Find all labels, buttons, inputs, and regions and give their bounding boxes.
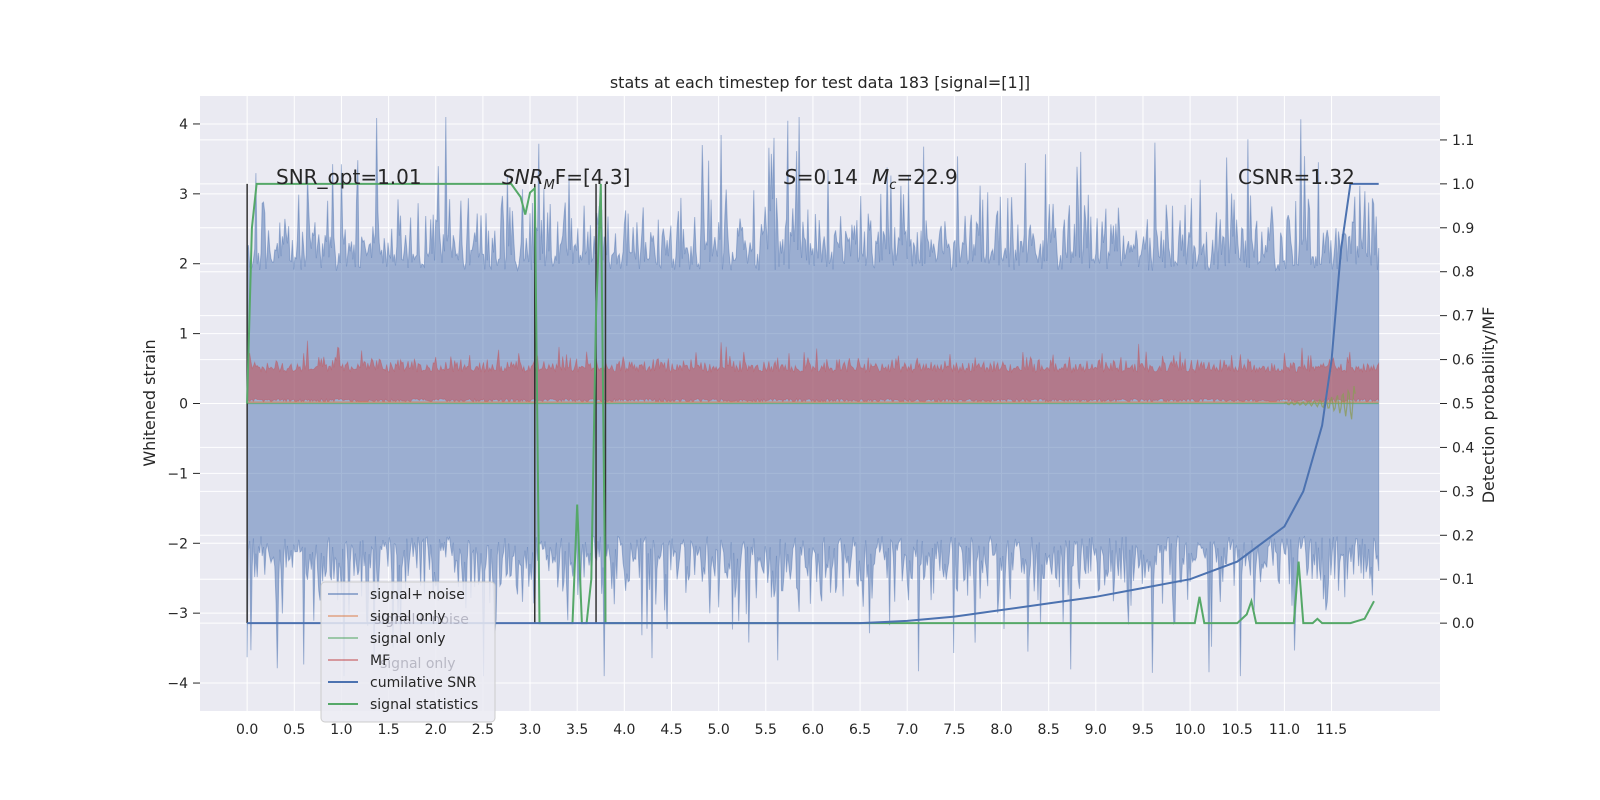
chart-title: stats at each timestep for test data 183… [610, 73, 1030, 92]
annotation-snr-mf-base: SNR [502, 165, 544, 189]
x-tick-label: 0.5 [283, 722, 305, 738]
y-axis-left: 4 3 2 1 0 −1 −2 −3 −4 [167, 117, 200, 692]
y-axis-right: 1.1 1.0 0.9 0.8 0.7 0.6 0.5 0.4 0.3 0.2 0.1 0.0 [1440, 133, 1474, 632]
x-tick-label: 9.0 [1085, 722, 1107, 738]
y-tick-label: −2 [167, 536, 188, 552]
y2-tick-label: 0.7 [1452, 309, 1474, 325]
x-tick-label: 5.5 [755, 722, 777, 738]
legend-label: cumilative SNR [370, 675, 477, 691]
legend-box [320, 581, 496, 723]
annotation-s-value: =0.14 [797, 165, 858, 189]
x-tick-label: 1.5 [377, 722, 399, 738]
legend: signal+ noise signal only signal+ noises… [320, 581, 496, 723]
x-tick-label: 2.5 [472, 722, 494, 738]
y-tick-label: 4 [179, 117, 188, 133]
x-tick-label: 11.5 [1316, 722, 1347, 738]
y2-tick-label: 0.4 [1452, 440, 1474, 456]
x-tick-label: 10.5 [1222, 722, 1253, 738]
x-tick-label: 7.5 [943, 722, 965, 738]
x-tick-label: 0.0 [236, 722, 258, 738]
legend-ghost-text-2: signal only [380, 656, 455, 672]
y-tick-label: 1 [179, 327, 188, 343]
series-cumilative-snr [247, 182, 1379, 625]
x-tick-label: 3.5 [566, 722, 588, 738]
y2-tick-label: 1.0 [1452, 177, 1474, 193]
x-tick-label: 5.0 [707, 722, 729, 738]
legend-label: signal statistics [370, 697, 478, 713]
annotation-snr-mf: SNRMF=[4.3] [502, 165, 630, 193]
annotation-snr-opt: SNR_opt=1.01 [276, 165, 422, 189]
y-axis-label: Whitened strain [140, 339, 159, 466]
y-tick-label: −1 [167, 466, 188, 482]
series-mf [246, 340, 1380, 404]
series-signal-chirp [1283, 386, 1356, 420]
y2-tick-label: 0.9 [1452, 221, 1474, 237]
annotation-snr-mf-rest: F=[4.3] [555, 165, 631, 189]
legend-label: signal only [370, 631, 445, 647]
x-tick-label: 2.0 [425, 722, 447, 738]
y2-axis-label: Detection probability/MF [1479, 307, 1498, 504]
x-tick-label: 1.0 [330, 722, 352, 738]
y2-tick-label: 0.2 [1452, 528, 1474, 544]
legend-ghost-text-1: signal+ noise [374, 612, 469, 628]
y-tick-label: 3 [179, 187, 188, 203]
y-tick-label: 0 [179, 397, 188, 413]
annotation-s-mc: S=0.14 Mc=22.9 [784, 165, 958, 193]
y2-tick-label: 0.0 [1452, 616, 1474, 632]
x-tick-label: 11.0 [1269, 722, 1300, 738]
annotation-mc-value: =22.9 [896, 165, 957, 189]
x-tick-label: 6.5 [849, 722, 871, 738]
y2-tick-label: 0.1 [1452, 572, 1474, 588]
y-tick-label: −4 [167, 676, 188, 692]
x-tick-label: 3.0 [519, 722, 541, 738]
x-tick-label: 9.5 [1132, 722, 1154, 738]
y-tick-label: 2 [179, 257, 188, 273]
annotations: SNR_opt=1.01 SNRMF=[4.3] S=0.14 Mc=22.9 C… [276, 165, 1355, 193]
y-tick-label: −3 [167, 606, 188, 622]
y2-tick-label: 0.8 [1452, 265, 1474, 281]
x-tick-label: 6.0 [802, 722, 824, 738]
x-tick-label: 8.5 [1038, 722, 1060, 738]
series-layer [246, 116, 1380, 677]
annotation-csnr: CSNR=1.32 [1238, 165, 1355, 189]
annotation-mc-sub: c [889, 178, 896, 193]
y2-tick-label: 0.5 [1452, 397, 1474, 413]
annotation-snr-mf-sub: M [544, 178, 555, 193]
x-tick-label: 10.0 [1175, 722, 1206, 738]
y2-tick-label: 1.1 [1452, 133, 1474, 149]
x-tick-label: 4.5 [660, 722, 682, 738]
y2-tick-label: 0.3 [1452, 484, 1474, 500]
x-tick-label: 4.0 [613, 722, 635, 738]
y2-tick-label: 0.6 [1452, 353, 1474, 369]
legend-label: signal only [370, 609, 445, 625]
x-axis: 0.0 0.5 1.0 1.5 2.0 2.5 3.0 3.5 4.0 4.5 5.0 5.5 6.0 6… [236, 722, 1347, 738]
legend-label: signal+ noise [370, 587, 465, 603]
annotation-mc-base: M [872, 165, 889, 189]
x-tick-label: 7.0 [896, 722, 918, 738]
legend-label: MF [370, 653, 390, 669]
annotation-s-label: S [784, 165, 797, 189]
x-tick-label: 8.0 [990, 722, 1012, 738]
